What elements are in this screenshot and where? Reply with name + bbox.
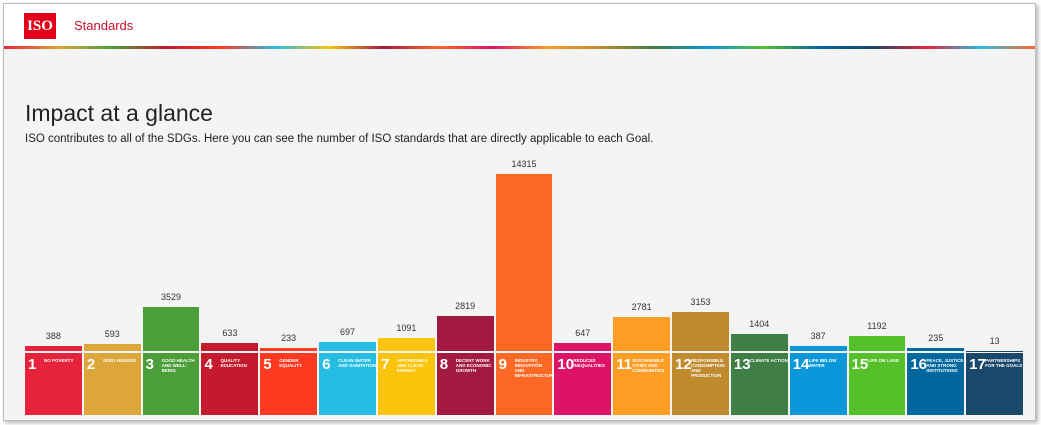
- goal-name: NO POVERTY: [44, 358, 74, 363]
- subtitle: ISO contributes to all of the SDGs. Here…: [25, 133, 654, 145]
- goal-tile: 7 AFFORDABLE AND CLEAN ENERGY: [377, 353, 435, 415]
- goal-number: 6: [322, 356, 331, 373]
- value-label: 3153: [690, 297, 711, 307]
- goal-number: 10: [557, 356, 575, 373]
- goal-name: LIFE ON LAND: [867, 358, 900, 363]
- bar: [83, 343, 141, 351]
- goal-tile: 13 CLIMATE ACTION: [730, 353, 788, 415]
- goal-number: 17: [969, 356, 986, 373]
- goal-name: REDUCED INEQUALITIES: [573, 358, 605, 368]
- goal-tile: 1 NO POVERTY: [25, 353, 82, 415]
- goal-number: 12: [675, 356, 692, 373]
- bar: [319, 342, 376, 351]
- goal-name: AFFORDABLE AND CLEAN ENERGY: [396, 358, 428, 373]
- goal-tile: 11 SUSTAINABLE CITIES AND COMMUNITIES: [613, 353, 671, 415]
- goal-tile: 12 RESPONSIBLE CONSUMPTION AND PRODUCTION: [672, 353, 729, 415]
- goal-name: RESPONSIBLE CONSUMPTION AND PRODUCTION: [691, 358, 725, 378]
- value-label: 633: [222, 328, 238, 339]
- page: ISO Standards Impact at a glance ISO con…: [3, 3, 1036, 421]
- goal-name: PARTNERSHIPS FOR THE GOALS: [985, 358, 1023, 368]
- goal-number: 9: [498, 356, 507, 373]
- goal-number: 13: [733, 356, 751, 373]
- goal-number: 11: [616, 356, 633, 373]
- bar: [201, 343, 259, 351]
- logo[interactable]: ISO: [24, 13, 56, 39]
- goal-tile: 2 ZERO HUNGER: [83, 353, 141, 415]
- value-label: 1192: [867, 321, 887, 332]
- bar: [848, 336, 906, 351]
- goal-tile: 3 GOOD HEALTH AND WELL-BEING: [142, 353, 200, 415]
- goal-name: GENDER EQUALITY: [279, 358, 303, 368]
- bar: [730, 333, 788, 351]
- goal-name: CLIMATE ACTION: [749, 358, 788, 363]
- goal-tile: 17 PARTNERSHIPS FOR THE GOALS: [966, 353, 1023, 415]
- goal-tile: 4 QUALITY EDUCATION: [201, 353, 259, 415]
- goal-number: 1: [28, 356, 37, 373]
- goal-tile: 9 INDUSTRY, INNOVATION AND INFRASTRUCTURE: [495, 353, 553, 415]
- goal-number: 4: [204, 356, 213, 373]
- title: Impact at a glance: [25, 100, 213, 126]
- goal-tile: 10 REDUCED INEQUALITIES: [554, 353, 612, 415]
- stripe: [4, 46, 1035, 49]
- goal-tile: 6 CLEAN WATER AND SANITATION: [319, 353, 376, 415]
- goal-name: LIFE BELOW WATER: [808, 358, 837, 368]
- goal-number: 14: [792, 356, 810, 373]
- value-label: 647: [575, 328, 591, 338]
- value-label: 3529: [161, 292, 182, 303]
- goal-tile: 5 GENDER EQUALITY: [260, 353, 318, 415]
- value-label: 233: [281, 333, 297, 344]
- bar: [789, 346, 847, 351]
- goal-number: 7: [380, 356, 390, 373]
- bar: [554, 343, 612, 351]
- value-label: 2781: [631, 301, 652, 312]
- value-label: 235: [928, 333, 944, 344]
- goal-name: SUSTAINABLE CITIES AND COMMUNITIES: [632, 358, 665, 373]
- bar: [142, 307, 200, 351]
- value-label: 388: [45, 331, 61, 342]
- goal-number: 5: [263, 356, 272, 373]
- bar: [25, 346, 82, 351]
- header: ISO Standards: [4, 4, 1035, 46]
- bar: [495, 174, 553, 351]
- goal-number: 3: [145, 356, 154, 373]
- value-label: 1404: [749, 318, 770, 329]
- goal-tile: 16 PEACE, JUSTICE AND STRONG INSTITUTIONS: [907, 353, 965, 415]
- goal-number: 16: [910, 356, 928, 373]
- bar: [672, 312, 729, 351]
- bar: [613, 316, 671, 351]
- goal-tile: 14 LIFE BELOW WATER: [789, 353, 847, 415]
- goal-number: 15: [851, 356, 869, 373]
- goal-name: DECENT WORK AND ECONOMIC GROWTH: [455, 358, 492, 373]
- value-label: 1091: [396, 322, 417, 333]
- value-label: 593: [104, 328, 120, 339]
- goal-name: QUALITY EDUCATION: [220, 358, 247, 368]
- value-label: 387: [810, 331, 826, 342]
- goal-number: 2: [86, 356, 96, 373]
- goal-name: PEACE, JUSTICE AND STRONG INSTITUTIONS: [926, 358, 964, 373]
- goal-name: CLEAN WATER AND SANITATION: [338, 358, 376, 368]
- bar: [260, 348, 318, 351]
- bar: [907, 348, 965, 351]
- goal-number: 8: [439, 356, 449, 373]
- value-label: 13: [989, 335, 1000, 346]
- value-label: 697: [340, 327, 356, 338]
- value-label: 14315: [511, 159, 537, 169]
- goal-tile: 8 DECENT WORK AND ECONOMIC GROWTH: [436, 353, 494, 415]
- value-label: 2819: [455, 301, 476, 312]
- nav-link[interactable]: Standards: [74, 18, 134, 33]
- goal-name: ZERO HUNGER: [102, 358, 137, 363]
- goal-name: GOOD HEALTH AND WELL-BEING: [161, 358, 195, 373]
- bar: [377, 337, 435, 351]
- goal-tile: 15 LIFE ON LAND: [848, 353, 906, 415]
- goal-name: INDUSTRY, INNOVATION AND INFRASTRUCTURE: [514, 358, 553, 378]
- bar: [436, 316, 494, 351]
